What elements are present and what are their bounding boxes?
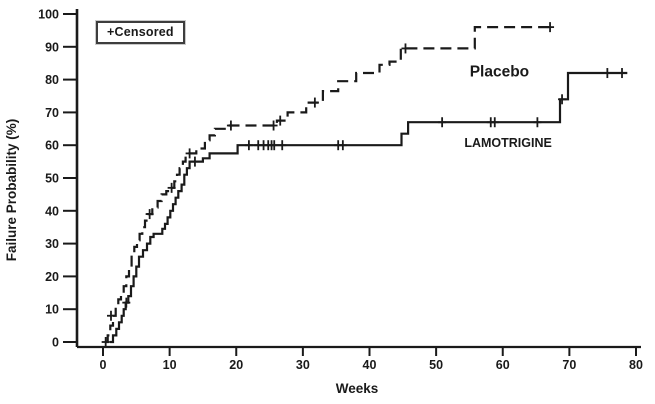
placebo-series: Placebo [101,22,555,347]
x-axis-title: Weeks [336,381,379,396]
placebo-curve [105,26,552,344]
series-label-placebo: Placebo [470,63,529,80]
y-tick-label: 100 [38,8,59,22]
x-tick-label: 60 [496,358,510,372]
y-axis-title: Failure Probability (%) [4,119,19,262]
lamotrigine-curve [109,71,628,344]
axes [75,9,641,349]
x-tick-label: 80 [629,358,643,372]
y-tick-label: 0 [52,336,59,350]
lamotrigine-censor-marks [122,68,627,308]
x-tick-label: 30 [296,358,310,372]
y-tick-label: 60 [45,139,59,153]
x-tick-label: 50 [429,358,443,372]
x-tick-label: 10 [163,358,177,372]
y-tick-label: 40 [45,204,59,218]
x-tick-label: 20 [229,358,243,372]
y-tick-label: 30 [45,237,59,251]
y-tick-label: 50 [45,172,59,186]
x-axis-ticks: 0 10 20 30 40 50 60 70 80 [100,348,643,372]
lamotrigine-series: LAMOTRIGINE [109,68,628,344]
x-tick-label: 0 [100,358,107,372]
y-tick-label: 10 [45,303,59,317]
y-tick-label: 90 [45,40,59,54]
y-axis-ticks: 0 10 20 30 40 50 60 70 80 90 100 [38,8,76,350]
y-tick-label: 20 [45,270,59,284]
y-tick-label: 70 [45,106,59,120]
series-label-lamotrigine: LAMOTRIGINE [464,136,552,150]
x-tick-label: 40 [363,358,377,372]
placebo-censor-marks [101,22,555,347]
x-tick-label: 70 [562,358,576,372]
censored-legend: +Censored [96,21,185,44]
y-tick-label: 80 [45,73,59,87]
